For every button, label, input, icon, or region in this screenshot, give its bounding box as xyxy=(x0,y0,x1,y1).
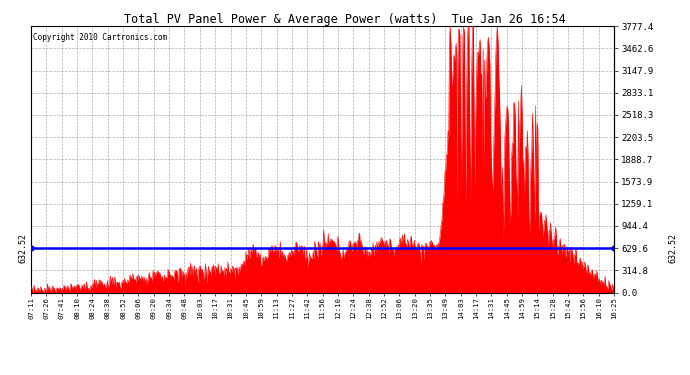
Text: 632.52: 632.52 xyxy=(18,233,28,263)
Text: Copyright 2010 Cartronics.com: Copyright 2010 Cartronics.com xyxy=(33,33,168,42)
Text: 632.52: 632.52 xyxy=(668,233,678,263)
Text: Total PV Panel Power & Average Power (watts)  Tue Jan 26 16:54: Total PV Panel Power & Average Power (wa… xyxy=(124,13,566,26)
